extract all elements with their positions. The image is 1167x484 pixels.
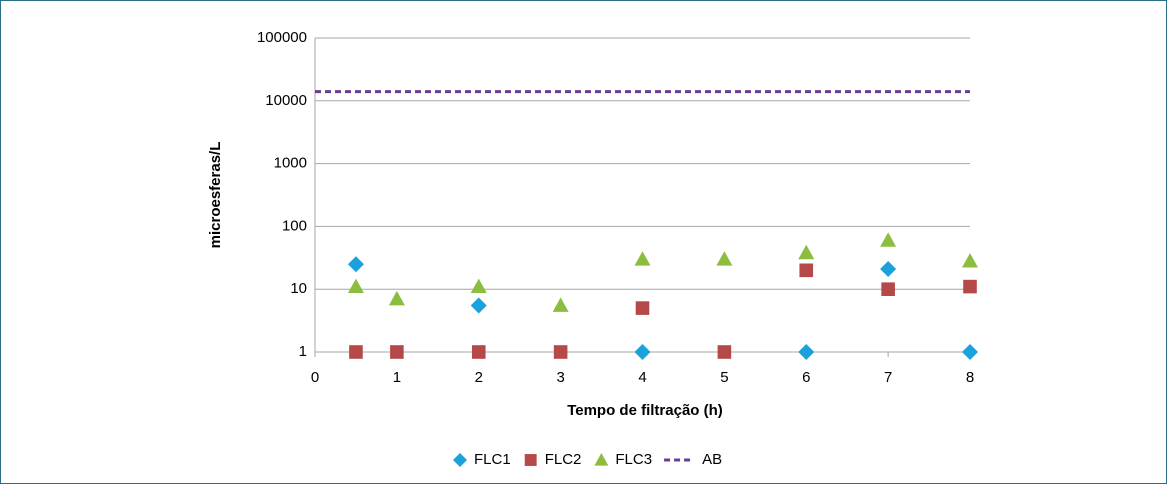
marker [552,297,569,312]
marker [470,278,487,294]
marker [634,344,651,360]
marker [962,253,978,268]
marker [799,263,814,278]
x-axis-label: Tempo de filtração (h) [567,402,723,419]
marker [635,301,650,315]
x-tick-label: 1 [393,369,401,386]
marker [470,297,487,314]
x-tick-label: 2 [475,369,483,386]
y-tick-label: 100000 [257,29,307,46]
legend-label: AB [702,451,722,468]
marker [388,290,405,306]
x-tick-label: 5 [720,369,728,386]
y-tick-label: 10000 [265,92,307,109]
y-tick-label: 10 [290,280,307,297]
y-tick-label: 1 [299,343,307,360]
legend-swatch [453,453,467,467]
y-tick-label: 1000 [274,155,307,172]
marker [553,345,568,359]
y-tick-label: 100 [282,217,307,234]
marker [634,251,651,266]
legend-label: FLC1 [474,451,511,468]
marker [390,345,404,359]
marker [962,344,978,360]
marker [716,251,733,266]
legend-label: FLC2 [545,451,582,468]
x-tick-label: 3 [556,369,564,386]
marker [880,260,897,277]
marker [717,345,732,359]
x-tick-label: 8 [966,369,974,386]
marker [349,345,363,359]
marker [880,232,897,247]
marker [471,345,486,359]
x-tick-label: 6 [802,369,810,386]
x-tick-label: 7 [884,369,892,386]
marker [881,282,895,296]
legend-swatch [524,454,537,466]
marker [798,344,815,360]
marker [347,278,364,294]
x-tick-label: 4 [638,369,646,386]
x-tick-label: 0 [311,369,319,386]
marker [347,256,364,273]
marker [798,244,815,260]
y-axis-label: microesferas/L [207,142,224,249]
marker [963,279,977,294]
legend-swatch [594,453,609,466]
legend-label: FLC3 [615,451,652,468]
